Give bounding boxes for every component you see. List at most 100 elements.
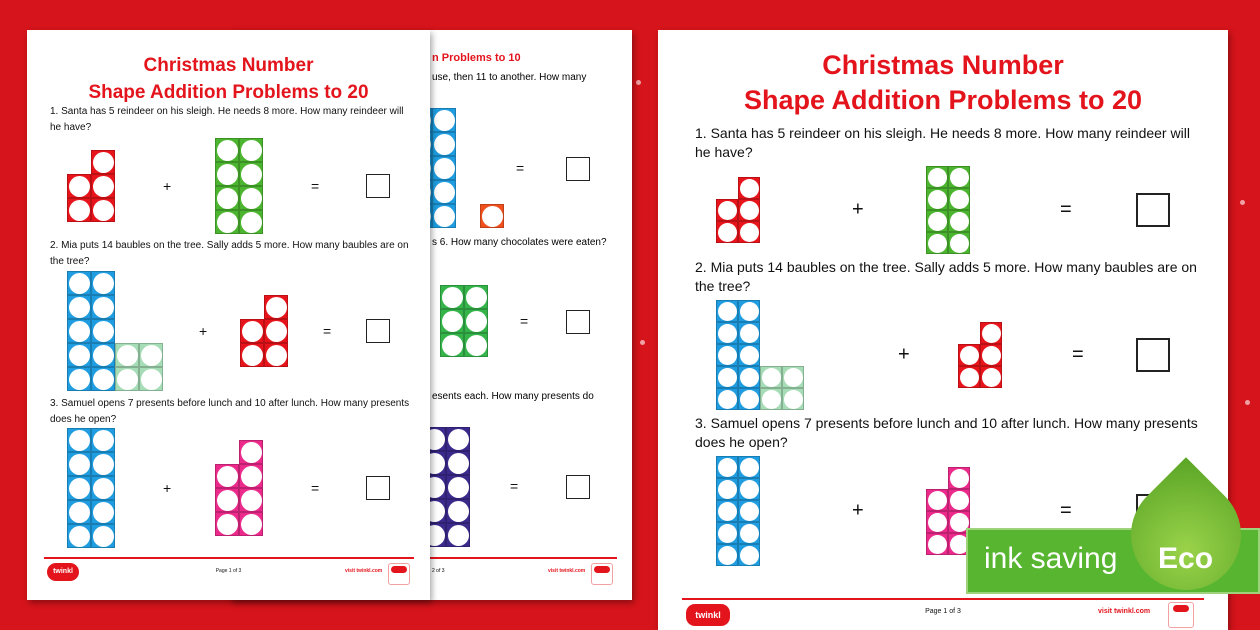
counter-cell [264,319,288,343]
equals-sign: = [323,323,332,339]
number-block [760,366,804,410]
counter-cell [738,177,760,199]
counter-cell [91,271,115,295]
plus-sign: + [199,323,208,339]
worksheet-page-1: Christmas Number Shape Addition Problems… [27,30,430,600]
counter-circle [92,296,114,318]
counter-cell [926,232,948,254]
counter-cell [91,500,115,524]
counter-circle [717,457,737,477]
counter-circle [717,200,737,220]
number-shape [958,322,1002,388]
number-shape [926,467,970,555]
counter-circle [739,301,759,321]
counter-cell [91,150,115,174]
counter-cell [264,343,288,367]
number-block [716,456,760,566]
counter-cell [782,388,804,410]
number-shape [67,150,115,222]
counter-cell [948,489,970,511]
counter-cell [980,322,1002,344]
counter-cell [716,322,738,344]
counter-circle [717,545,737,565]
counter-cell [67,295,91,319]
counter-cell [240,343,264,367]
counter-circle [265,320,287,342]
counter-circle [447,476,469,498]
counter-cell [440,285,464,309]
counter-cell [446,475,470,499]
counter-circle [927,512,947,532]
counter-circle [717,389,737,409]
page-title-fragment: n Problems to 10 [432,52,521,64]
plus-sign: + [852,499,864,522]
counter-cell [432,156,456,180]
counter-cell [716,344,738,366]
eco-label: Eco [1158,542,1214,575]
counter-circle [216,163,238,185]
counter-cell [264,295,288,319]
counter-circle [447,500,469,522]
counter-circle [140,344,162,366]
counter-circle [739,323,759,343]
counter-circle [447,452,469,474]
counter-circle [68,429,90,451]
counter-circle [949,512,969,532]
counter-cell [926,511,948,533]
visit-link[interactable]: visit twinkl.com [548,568,586,574]
counter-circle [949,211,969,231]
counter-circle [140,368,162,390]
counter-cell [926,210,948,232]
answer-box[interactable] [1136,193,1170,227]
counter-cell [67,524,91,548]
counter-cell [716,456,738,478]
counter-cell [91,319,115,343]
page-subtitle: Shape Addition Problems to 20 [743,85,1143,115]
counter-circle [68,368,90,390]
counter-circle [441,334,463,356]
counter-circle [927,167,947,187]
question-2: 2. Mia puts 14 baubles on the tree. Sall… [695,259,1197,294]
counter-cell [432,108,456,132]
counter-cell [115,343,139,367]
counter-cell [67,476,91,500]
twinkl-logo: twinkl [47,563,79,581]
counter-circle [949,189,969,209]
counter-circle [240,465,262,487]
visit-link[interactable]: visit twinkl.com [345,568,383,574]
answer-box[interactable] [566,310,590,334]
answer-box[interactable] [366,476,390,500]
counter-circle [433,181,455,203]
counter-circle [739,389,759,409]
page-number: Page 1 of 3 [925,608,961,615]
number-block [67,150,115,222]
answer-box[interactable] [1136,338,1170,372]
counter-circle [739,200,759,220]
twinkl-badge-icon [388,563,410,585]
answer-box[interactable] [366,174,390,198]
counter-cell [67,367,91,391]
counter-cell [91,524,115,548]
page-subtitle: Shape Addition Problems to 20 [88,82,369,103]
counter-cell [67,174,91,198]
counter-cell [215,210,239,234]
counter-circle [959,345,979,365]
visit-link[interactable]: visit twinkl.com [1098,608,1151,615]
counter-cell [67,452,91,476]
answer-box[interactable] [566,157,590,181]
counter-cell [239,162,263,186]
counter-circle [68,525,90,547]
counter-circle [68,320,90,342]
answer-box[interactable] [366,319,390,343]
question-3: 3. Samuel opens 7 presents before lunch … [695,415,1198,450]
empty-cell [215,440,239,464]
counter-cell [948,511,970,533]
answer-box[interactable] [566,475,590,499]
number-block [456,204,504,228]
counter-cell [91,428,115,452]
counter-circle [68,272,90,294]
counter-cell [215,464,239,488]
page-title: Christmas Number [822,50,1064,80]
worksheet-page-1-preview: Christmas Number Shape Addition Problems… [658,30,1228,630]
counter-circle [981,367,1001,387]
